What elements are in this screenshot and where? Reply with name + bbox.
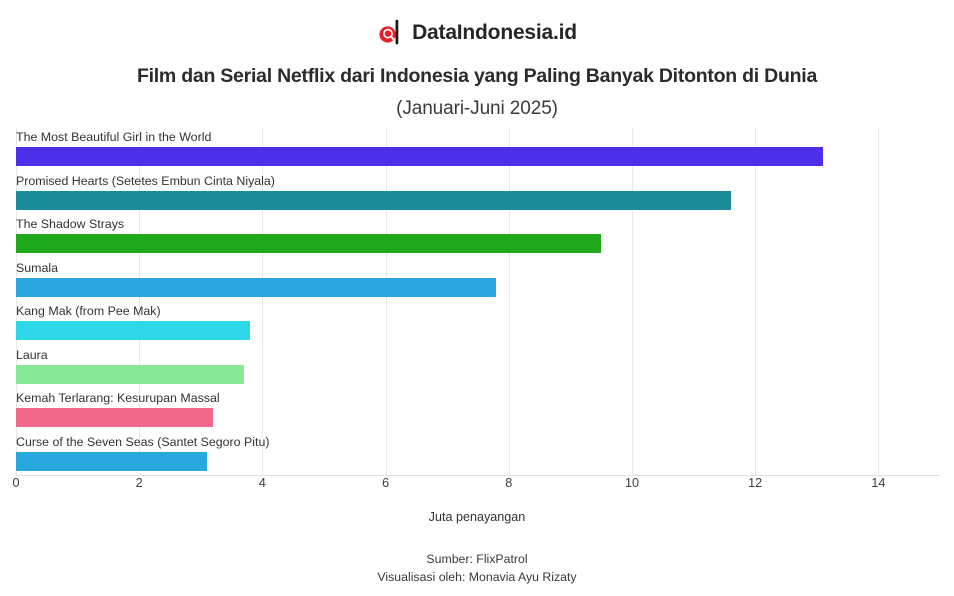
brand-name: DataIndonesia.id: [412, 20, 577, 44]
bar-row: The Most Beautiful Girl in the World: [16, 128, 940, 172]
gridline: [16, 128, 17, 476]
bar-label: Kemah Terlarang: Kesurupan Massal: [16, 391, 220, 405]
x-tick-label: 14: [871, 476, 886, 490]
bar[interactable]: [16, 408, 214, 427]
bar-label: The Shadow Strays: [16, 217, 125, 231]
brand-header: DataIndonesia.id: [0, 0, 954, 47]
x-tick-label: 12: [748, 476, 763, 490]
x-axis: 0 2 4 6 8 10 12 14: [0, 476, 954, 500]
bar-label: Laura: [16, 347, 48, 362]
footer: Sumber: FlixPatrol Visualisasi oleh: Mon…: [0, 550, 954, 586]
bar-row: Laura: [16, 346, 940, 390]
bar-row: Kang Mak (from Pee Mak): [16, 302, 940, 346]
x-tick-label: 8: [505, 476, 513, 490]
bar[interactable]: [16, 190, 731, 210]
bar-row: Kemah Terlarang: Kesurupan Massal: [16, 389, 940, 433]
footer-visualization: Visualisasi oleh: Monavia Ayu Rizaty: [377, 570, 577, 584]
gridline: [508, 128, 510, 476]
page-title: Film dan Serial Netflix dari Indonesia y…: [136, 65, 818, 87]
bar[interactable]: [16, 321, 251, 340]
bar[interactable]: [16, 451, 207, 471]
bar[interactable]: [16, 147, 823, 166]
bar[interactable]: [16, 277, 497, 297]
x-tick-label: 4: [258, 476, 266, 490]
bar-label: Sumala: [16, 260, 59, 275]
bar-label: Curse of the Seven Seas (Santet Segoro P…: [16, 434, 270, 449]
x-tick-label: 2: [135, 476, 143, 490]
gridline: [385, 128, 387, 476]
bar[interactable]: [16, 364, 244, 384]
x-tick-label: 0: [12, 476, 20, 490]
gridline: [262, 128, 264, 476]
footer-source: Sumber: FlixPatrol: [426, 552, 528, 566]
bar-row: Curse of the Seven Seas (Santet Segoro P…: [16, 433, 940, 477]
gridline: [755, 128, 757, 476]
bar-label: The Most Beautiful Girl in the World: [16, 130, 212, 144]
bar[interactable]: [16, 234, 602, 253]
bar-row: The Shadow Strays: [16, 215, 940, 259]
bar-label: Promised Hearts (Setetes Embun Cinta Niy…: [16, 173, 275, 188]
gridline: [632, 128, 633, 476]
axis-baseline: [16, 475, 940, 476]
bar-row: Promised Hearts (Setetes Embun Cinta Niy…: [16, 172, 940, 216]
bar-row: Sumala: [16, 259, 940, 303]
x-tick-label: 10: [624, 476, 640, 490]
magnifier-d-logo-icon: [379, 19, 399, 45]
x-axis-title: Juta penayangan: [428, 510, 526, 524]
plot-area: The Most Beautiful Girl in the World Prom…: [16, 128, 940, 476]
page-subtitle: (Januari-Juni 2025): [396, 98, 558, 119]
bar-label: Kang Mak (from Pee Mak): [16, 304, 161, 318]
plot-wrapper: The Most Beautiful Girl in the World Prom…: [0, 128, 954, 478]
gridline: [878, 128, 880, 476]
x-tick-label: 6: [382, 476, 390, 490]
gridline: [139, 128, 141, 476]
